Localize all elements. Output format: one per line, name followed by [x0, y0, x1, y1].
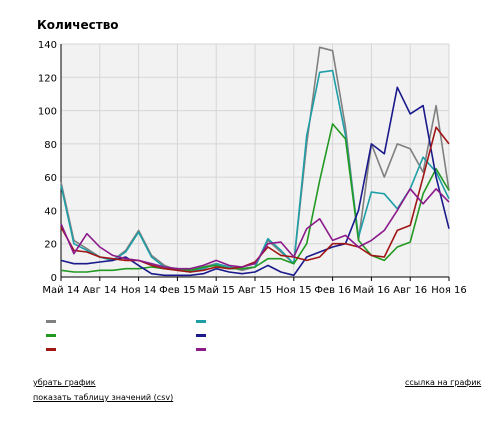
legend-swatch-4: [196, 334, 206, 337]
y-tick-label: 140: [38, 40, 57, 51]
x-tick-label: Фев 16: [314, 285, 351, 296]
series-line-5: [60, 126, 450, 273]
y-tick-label: 40: [44, 206, 57, 217]
series-line-3: [60, 123, 450, 273]
x-tick-label: Авг 16: [393, 285, 427, 296]
x-tick-label: Ноя 14: [121, 285, 157, 296]
y-tick-label: 100: [38, 107, 57, 118]
series-line-4: [60, 86, 450, 277]
hide-chart-link[interactable]: убрать график: [33, 378, 96, 387]
chart-link[interactable]: ссылка на график: [405, 378, 482, 387]
x-tick-label: Авг 14: [83, 285, 117, 296]
series-line-6: [60, 188, 450, 270]
y-tick-label: 0: [51, 273, 57, 284]
x-tick-label: Ноя 15: [276, 285, 312, 296]
x-tick-label: Май 15: [198, 285, 235, 296]
x-tick-label: Авг 15: [238, 285, 272, 296]
legend-swatch-3: [46, 334, 56, 337]
y-tick-label: 20: [44, 240, 57, 251]
y-tick-label: 60: [44, 173, 57, 184]
x-tick-label: Ноя 16: [431, 285, 467, 296]
legend-swatch-5: [46, 348, 56, 351]
legend-swatch-6: [196, 348, 206, 351]
show-table-link[interactable]: показать таблицу значений (csv): [33, 393, 174, 402]
legend-area: [46, 320, 206, 351]
legend-swatch-1: [46, 320, 56, 323]
series-group: [60, 46, 450, 277]
x-tick-label: Май 14: [42, 285, 79, 296]
y-tick-label: 120: [38, 73, 57, 84]
x-tick-label: Фев 15: [159, 285, 196, 296]
chart-title: Количество: [37, 18, 119, 32]
x-tick-label: Май 16: [353, 285, 390, 296]
y-tick-label: 80: [44, 140, 57, 151]
legend-swatch-2: [196, 320, 206, 323]
